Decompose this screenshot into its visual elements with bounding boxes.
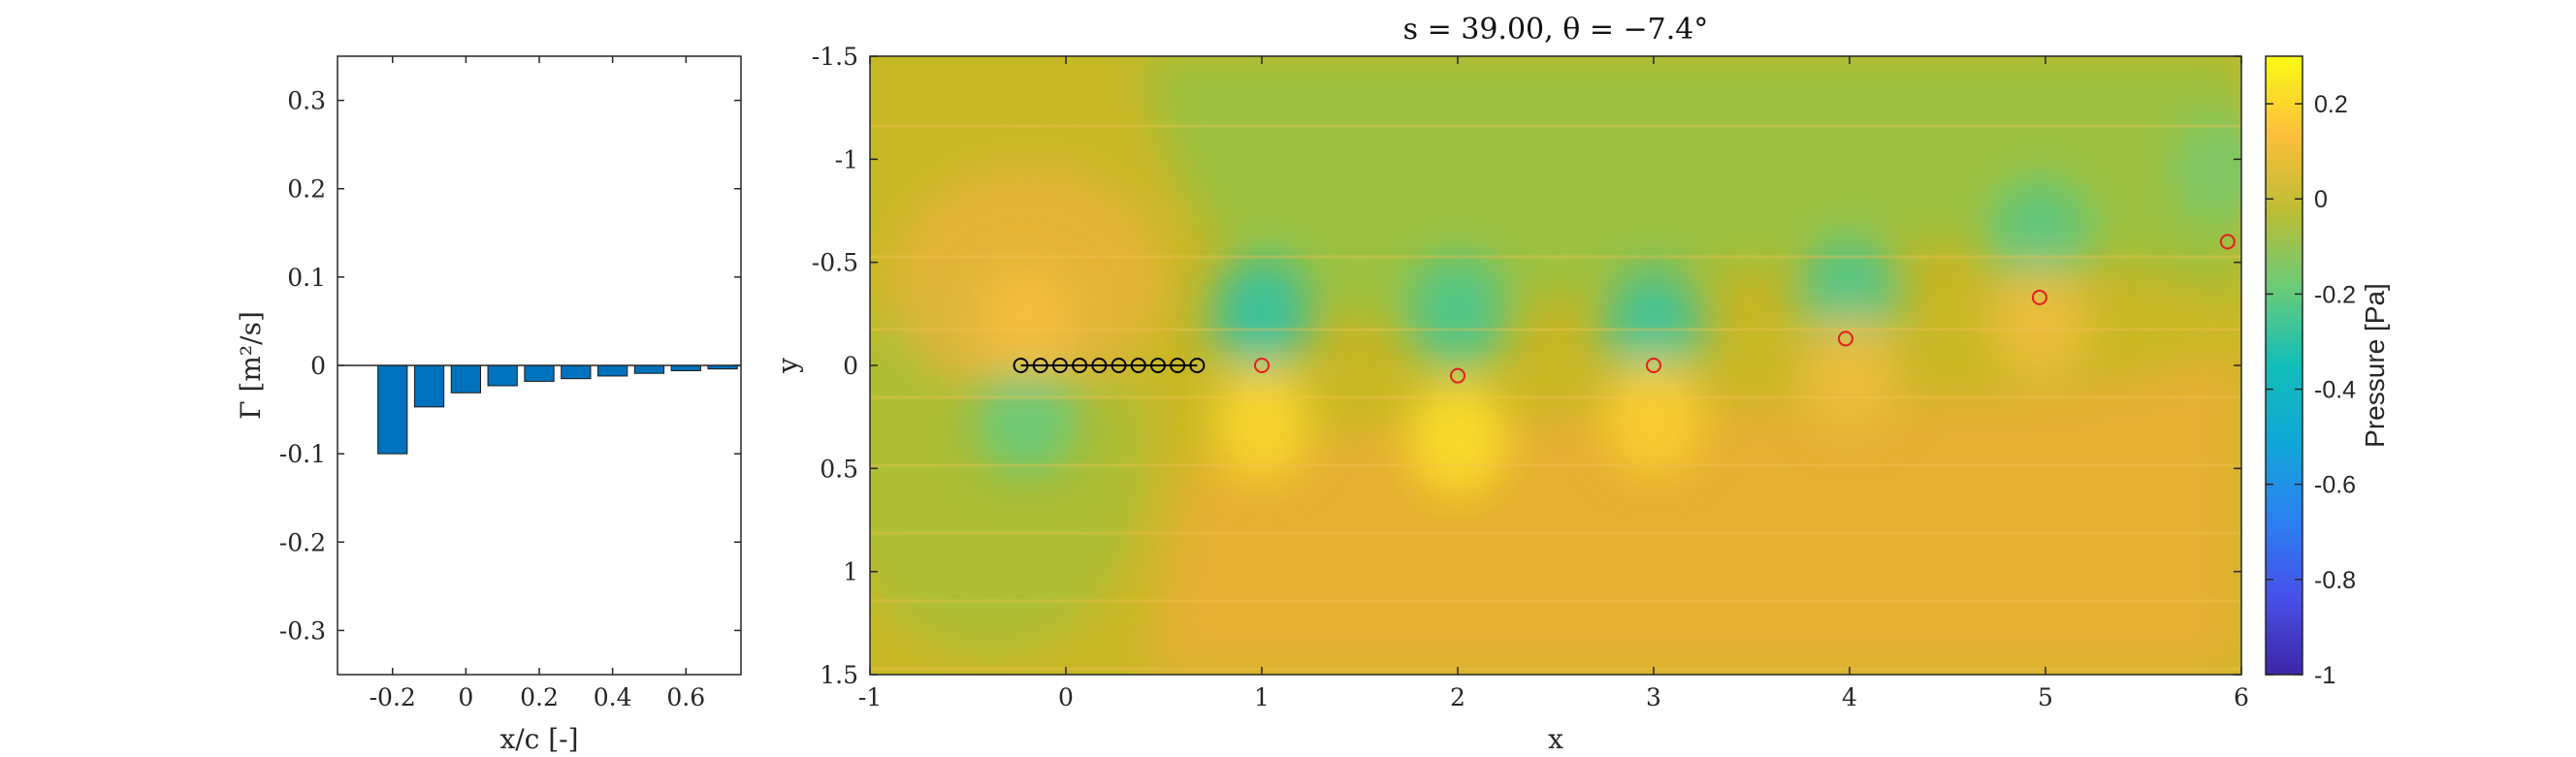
circulation-bar (413, 364, 445, 408)
wake-vortex-marker (1646, 358, 1661, 373)
circulation-y-label: Γ [m²/s] (235, 311, 267, 420)
circulation-bar (487, 364, 518, 387)
circulation-x-ticks: -0.2 0 0.2 0.4 0.6 (370, 56, 705, 711)
plate-vortex-marker (1072, 358, 1088, 373)
plate-vortex-marker (1189, 358, 1206, 373)
wake-vortex-marker (1837, 331, 1853, 347)
plate-vortex-marker (1091, 358, 1108, 373)
circulation-bar (670, 364, 701, 371)
colorbar-tick-label: -0.4 (2314, 377, 2356, 404)
field-title: s = 39.00, θ = −7.4° (1403, 13, 1709, 47)
field-x-tick-label: 5 (2038, 683, 2053, 711)
field-x-tick-label: 2 (1450, 683, 1465, 711)
circulation-y-tick-label: 0 (310, 352, 326, 380)
colorbar: 0.2 0 -0.2 -0.4 -0.6 -0.8 -1 Pressure [Pa] (2265, 55, 2390, 689)
field-y-tick-label: 0 (843, 352, 858, 380)
field-y-tick-label: 1 (843, 558, 858, 586)
colorbar-tick-label: -0.2 (2314, 281, 2356, 308)
field-x-tick-label: 0 (1058, 683, 1074, 711)
pressure-field-features (976, 110, 2241, 496)
field-y-tick-label: -0.5 (812, 249, 858, 277)
plate-vortex-marker (1051, 358, 1068, 373)
circulation-x-tick-label: -0.2 (370, 683, 416, 711)
circulation-bar (597, 364, 628, 377)
circulation-bar (524, 364, 555, 382)
field-x-tick-label: 6 (2234, 683, 2249, 711)
field-y-tick-label: 0.5 (820, 455, 858, 483)
circulation-y-tick-label: 0.1 (287, 264, 326, 292)
circulation-x-tick-label: 0 (458, 683, 473, 711)
field-x-tick-label: 1 (1254, 683, 1270, 711)
plate-vortex-marker (1149, 358, 1166, 373)
field-y-label: y (772, 358, 804, 374)
wake-vortices (1254, 234, 2236, 384)
pressure-feature (1407, 379, 1508, 496)
field-x-tick-label: 3 (1646, 683, 1661, 711)
circulation-y-tick-label: -0.3 (279, 616, 326, 645)
colorbar-tick-label: 0.2 (2314, 91, 2348, 118)
pressure-feature (1603, 359, 1704, 476)
wake-vortex-marker (2031, 289, 2047, 305)
circulation-bars (377, 364, 738, 455)
field-y-tick-label: -1 (835, 145, 858, 173)
pressure-feature (1603, 266, 1704, 383)
wake-vortex-marker (2219, 234, 2236, 250)
field-x-tick-label: 4 (1842, 683, 1857, 711)
pressure-feature (976, 262, 1078, 379)
colorbar-box (2265, 55, 2303, 676)
colorbar-strip (2266, 56, 2302, 675)
circulation-x-tick-label: 0.4 (594, 683, 632, 711)
field-y-ticks: -1.5 -1 -0.5 0 0.5 1 1.5 (812, 43, 2241, 689)
plate-vortex-marker (1111, 358, 1127, 373)
colorbar-tick-label: -1 (2314, 662, 2335, 689)
pressure-feature (1988, 266, 2090, 383)
circulation-bar (561, 364, 592, 380)
colorbar-tick-label: 0 (2314, 186, 2328, 213)
plate-vortex-marker (1013, 358, 1029, 373)
circulation-y-tick-label: 0.3 (287, 87, 326, 115)
wake-vortex-marker (1254, 358, 1270, 373)
circulation-y-tick-label: -0.1 (279, 440, 326, 468)
colorbar-tick-label: -0.6 (2314, 472, 2356, 499)
plate-vortex-marker (1130, 358, 1146, 373)
pressure-feature (1211, 255, 1312, 372)
circulation-y-ticks: 0.3 0.2 0.1 0 -0.1 -0.2 -0.3 (279, 87, 741, 645)
pressure-feature (976, 359, 1078, 476)
plate-vortex-marker (1170, 358, 1186, 373)
wake-vortex-marker (1450, 367, 1465, 384)
colorbar-label: Pressure [Pa] (2360, 283, 2390, 448)
field-y-tick-label: -1.5 (812, 43, 858, 71)
colorbar-tick-label: -0.8 (2314, 567, 2356, 594)
colorbar-ticks: 0.2 0 -0.2 -0.4 -0.6 -0.8 -1 (2266, 91, 2356, 689)
pressure-feature (1211, 364, 1312, 482)
circulation-bar (377, 364, 408, 455)
circulation-x-label: x/c [-] (499, 723, 578, 755)
pressure-feature (1407, 255, 1508, 372)
plate-bound-vortices (1013, 358, 1206, 373)
circulation-bar (450, 364, 481, 394)
circulation-chart: -0.2 0 0.2 0.4 0.6 0.3 0.2 0.1 0 -0.1 -0.2 -0.3 x/… (235, 55, 742, 755)
pressure-field-chart: -1 0 1 2 3 4 5 6 -1.5 -1 -0.5 0 0.5 1 1.5 x y s = 39.… (772, 13, 2249, 755)
circulation-y-tick-label: -0.2 (279, 528, 326, 556)
pressure-feature (1799, 235, 1900, 352)
field-x-ticks: -1 0 1 2 3 4 5 6 (858, 56, 2249, 711)
circulation-y-tick-label: 0.2 (287, 175, 326, 204)
pressure-feature (1988, 179, 2090, 297)
pressure-feature (2171, 110, 2241, 228)
circulation-x-tick-label: 0.6 (666, 683, 705, 711)
upper-low-pressure-region (1144, 56, 2241, 320)
pressure-feature (1799, 317, 1900, 434)
field-x-tick-label: -1 (858, 683, 882, 711)
plate-vortex-marker (1032, 358, 1048, 373)
circulation-x-tick-label: 0.2 (520, 683, 559, 711)
contour-streaks (870, 124, 2241, 671)
field-x-label: x (1548, 723, 1563, 755)
field-y-tick-label: 1.5 (820, 661, 858, 689)
circulation-bar (633, 364, 665, 374)
